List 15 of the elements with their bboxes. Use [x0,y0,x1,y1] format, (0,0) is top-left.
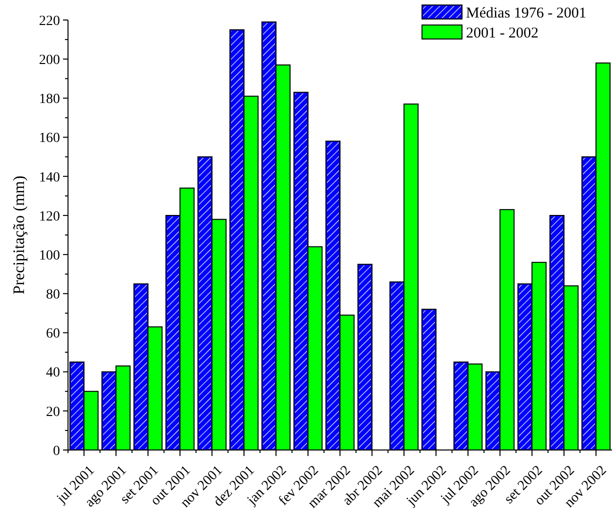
y-tick-label: 180 [39,92,60,108]
y-tick-label: 80 [46,288,60,303]
y-tick-label: 200 [39,52,60,68]
y-tick-label: 60 [46,326,60,342]
y-tick-label: 120 [39,209,60,224]
y-tick-label: 220 [39,14,60,29]
y-tick-label: 0 [53,444,60,459]
legend-label: 2001 - 2002 [466,25,538,42]
legend-label: Médias 1976 - 2001 [466,5,586,22]
y-tick-label: 100 [39,248,60,264]
y-tick-label: 20 [46,404,60,420]
y-tick-label: 160 [39,131,60,146]
y-tick-label: 140 [39,170,60,186]
y-tick-label: 40 [46,366,60,381]
y-axis-title: Precipitação (mm) [11,176,28,294]
